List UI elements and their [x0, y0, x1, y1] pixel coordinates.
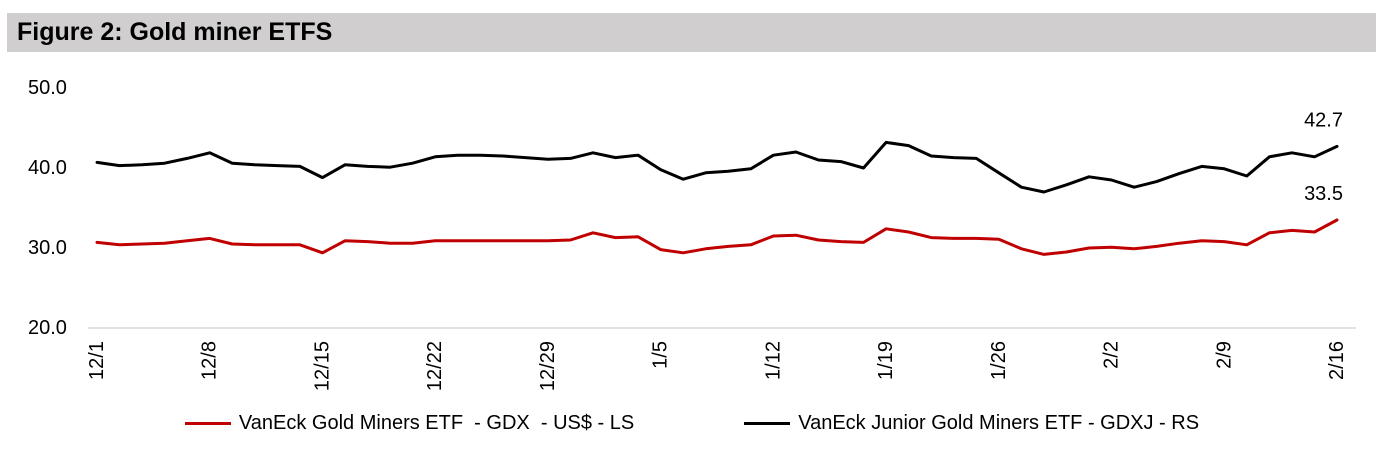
y-tick-label: 20.0	[28, 317, 67, 339]
legend-item-gdxj: VanEck Junior Gold Miners ETF - GDXJ - R…	[744, 412, 1199, 435]
end-value-label-gdxj: 42.7	[1304, 109, 1343, 131]
figure-title: Figure 2: Gold miner ETFS	[17, 18, 333, 46]
x-tick-label: 1/19	[875, 341, 897, 380]
x-tick-label: 2/9	[1213, 341, 1235, 369]
x-tick-label: 12/1	[86, 341, 108, 380]
x-tick-label: 2/2	[1101, 341, 1123, 369]
legend-label-gdxj: VanEck Junior Gold Miners ETF - GDXJ - R…	[798, 412, 1200, 434]
figure-title-bar: Figure 2: Gold miner ETFS	[7, 13, 1376, 52]
x-tick-label: 1/12	[762, 341, 784, 380]
x-tick-label: 2/16	[1326, 341, 1348, 380]
legend-line-sample-gdxj	[744, 422, 791, 425]
x-tick-label: 12/22	[424, 341, 446, 391]
series-line-gdxj	[95, 140, 1339, 194]
legend-label-gdx: VanEck Gold Miners ETF - GDX - US$ - LS	[238, 412, 635, 434]
chart-legend: VanEck Gold Miners ETF - GDX - US$ - LS V…	[0, 412, 1384, 435]
x-tick-label: 12/29	[537, 341, 559, 391]
x-tick-label: 1/5	[650, 341, 672, 369]
legend-line-sample-gdx	[184, 422, 231, 425]
x-tick-label: 12/15	[311, 341, 333, 391]
end-value-label-gdx: 33.5	[1304, 183, 1343, 205]
x-tick-label: 12/8	[199, 341, 221, 380]
y-tick-label: 50.0	[28, 77, 67, 99]
legend-item-gdx: VanEck Gold Miners ETF - GDX - US$ - LS	[184, 412, 635, 435]
x-tick-label: 1/26	[988, 341, 1010, 380]
series-line-gdx	[95, 218, 1339, 256]
y-tick-label: 30.0	[28, 237, 67, 259]
y-tick-label: 40.0	[28, 157, 67, 179]
